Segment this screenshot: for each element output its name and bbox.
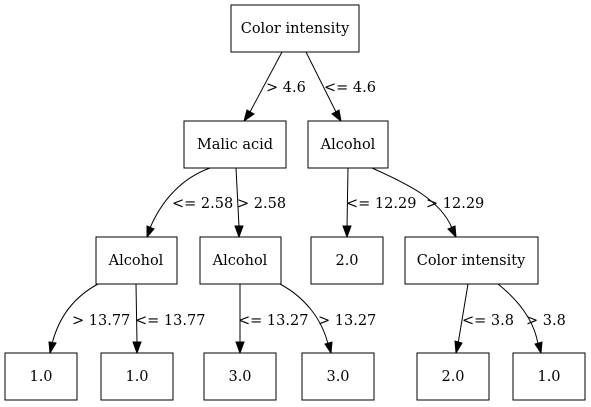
edge-label-alcohol-right-left: <= 12.29 <box>346 196 416 212</box>
edge-alcohol-lr-to-leaf-3-0-a: <= 13.27 <box>235 284 308 355</box>
edge-root-to-alcohol-right: <= 4.6 <box>305 51 376 123</box>
node-alcohol-right: Alcohol <box>307 120 389 169</box>
node-leaf-3-0-a-label: 3.0 <box>228 369 251 385</box>
node-leaf-2-0-mid: 2.0 <box>310 236 384 285</box>
edge-root-to-malic-acid: > 4.6 <box>243 51 306 123</box>
node-alcohol-right-label: Alcohol <box>320 137 376 153</box>
node-leaf-1-0-b-label: 1.0 <box>125 369 148 385</box>
edge-alcohol-ll-to-leaf-1-0-b: <= 13.77 <box>132 283 205 355</box>
node-leaf-1-0-a: 1.0 <box>4 352 78 401</box>
edge-label-alcohol-right-right: > 12.29 <box>426 196 484 212</box>
edge-alcohol-lr-to-leaf-3-0-b: > 13.27 <box>279 283 376 355</box>
node-leaf-1-0-right: 1.0 <box>512 352 586 401</box>
edge-label-alcohol-ll-left: > 13.77 <box>72 313 130 329</box>
node-alcohol-lr: Alcohol <box>199 236 282 285</box>
node-root: Color intensity <box>230 4 360 53</box>
edge-label-root-left: > 4.6 <box>266 80 306 96</box>
node-malic-acid: Malic acid <box>183 120 287 169</box>
node-leaf-3-0-b-label: 3.0 <box>326 369 349 385</box>
edge-label-alcohol-ll-right: <= 13.77 <box>135 313 205 329</box>
node-color-intensity-2: Color intensity <box>404 236 539 285</box>
node-leaf-1-0-right-label: 1.0 <box>537 369 560 385</box>
edge-label-ci2-left: <= 3.8 <box>462 313 514 329</box>
edge-alcohol-ll-to-leaf-1-0-a: > 13.77 <box>48 283 130 355</box>
node-root-label: Color intensity <box>241 21 350 37</box>
edge-label-alcohol-lr-right: > 13.27 <box>318 313 376 329</box>
edge-malic-to-alcohol-lr: > 2.58 <box>234 167 286 239</box>
edge-label-root-right: <= 4.6 <box>324 80 376 96</box>
edge-alcohol-right-to-leaf-2-0: <= 12.29 <box>342 167 416 239</box>
node-leaf-2-0-mid-label: 2.0 <box>335 253 358 269</box>
edge-label-malic-left: <= 2.58 <box>172 196 233 212</box>
edge-alcohol-right-to-color-intensity-2: > 12.29 <box>371 167 484 239</box>
node-alcohol-lr-label: Alcohol <box>212 253 268 269</box>
edge-label-ci2-right: > 3.8 <box>526 313 566 329</box>
node-color-intensity-2-label: Color intensity <box>417 253 526 269</box>
edge-malic-to-alcohol-ll: <= 2.58 <box>146 167 233 239</box>
node-alcohol-ll-label: Alcohol <box>108 253 164 269</box>
node-leaf-3-0-b: 3.0 <box>301 352 375 401</box>
node-leaf-2-0-right-label: 2.0 <box>441 369 464 385</box>
node-leaf-1-0-b: 1.0 <box>100 352 174 401</box>
node-alcohol-ll: Alcohol <box>95 236 178 285</box>
edge-ci2-to-leaf-2-0: <= 3.8 <box>454 283 514 355</box>
edge-label-alcohol-lr-left: <= 13.27 <box>238 313 308 329</box>
node-leaf-3-0-a: 3.0 <box>203 352 277 401</box>
edge-label-malic-right: > 2.58 <box>237 196 286 212</box>
node-malic-acid-label: Malic acid <box>197 137 273 153</box>
node-leaf-2-0-right: 2.0 <box>416 352 490 401</box>
edge-ci2-to-leaf-1-0: > 3.8 <box>497 283 566 355</box>
node-leaf-1-0-a-label: 1.0 <box>29 369 52 385</box>
